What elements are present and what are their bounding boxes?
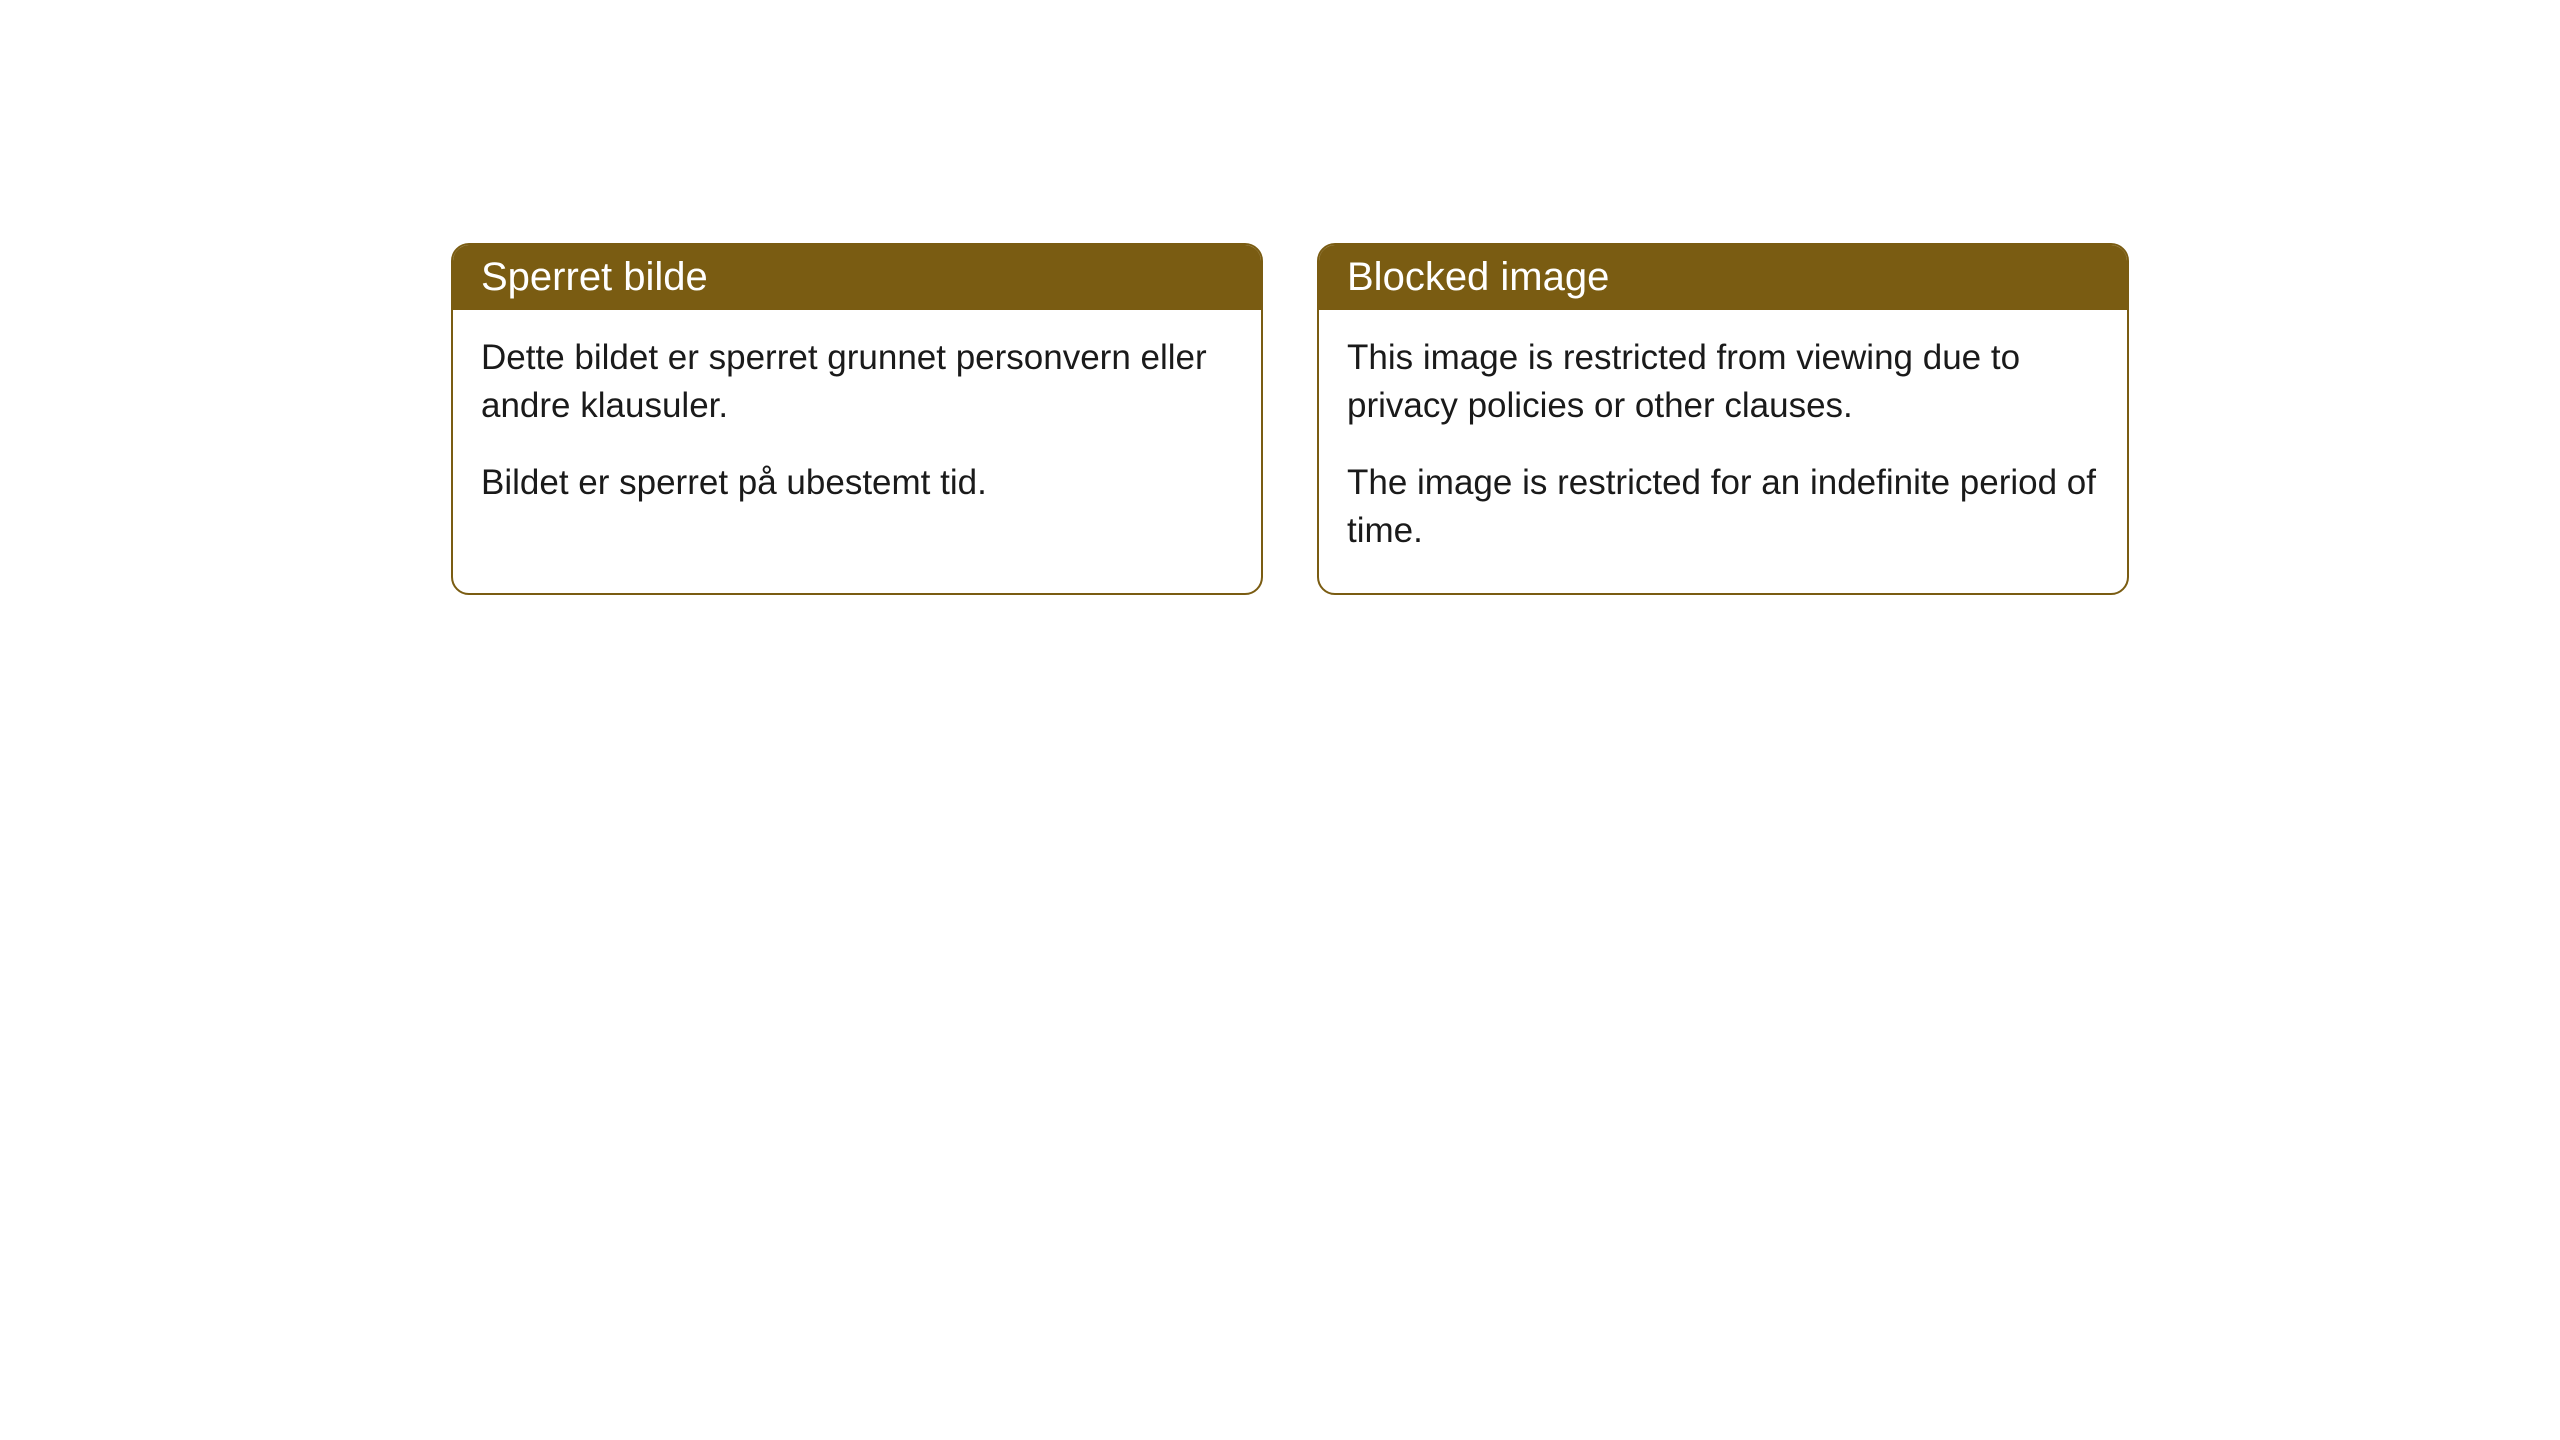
card-paragraph: Bildet er sperret på ubestemt tid. [481, 459, 1233, 507]
card-title: Blocked image [1347, 255, 1609, 299]
card-body: This image is restricted from viewing du… [1319, 310, 2127, 593]
card-header: Blocked image [1319, 245, 2127, 310]
card-body: Dette bildet er sperret grunnet personve… [453, 310, 1261, 545]
notice-card-english: Blocked image This image is restricted f… [1317, 243, 2129, 595]
card-paragraph: This image is restricted from viewing du… [1347, 334, 2099, 431]
card-paragraph: The image is restricted for an indefinit… [1347, 459, 2099, 556]
card-paragraph: Dette bildet er sperret grunnet personve… [481, 334, 1233, 431]
card-title: Sperret bilde [481, 255, 708, 299]
notice-card-norwegian: Sperret bilde Dette bildet er sperret gr… [451, 243, 1263, 595]
notice-container: Sperret bilde Dette bildet er sperret gr… [451, 243, 2129, 595]
card-header: Sperret bilde [453, 245, 1261, 310]
